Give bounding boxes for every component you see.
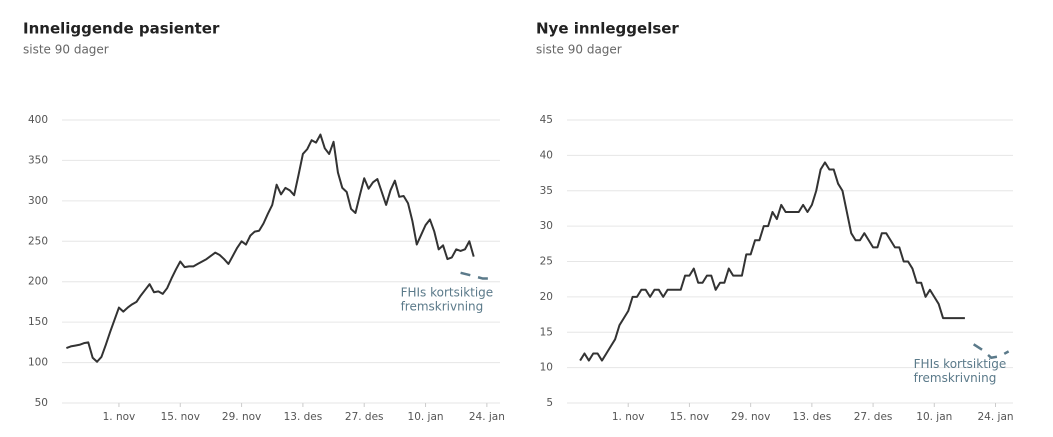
x-tick-label: 24. jan [977,411,1013,423]
data-line [579,161,965,362]
x-tick-label: 29. nov [222,411,261,423]
forecast-line [460,271,492,280]
y-tick-label: 25 [540,256,553,268]
annotation: fremskrivning [401,299,484,313]
y-tick-label: 35 [540,185,553,197]
x-tick-label: 10. jan [916,411,952,423]
annotation: FHIs kortsiktige [914,357,1007,371]
x-tick-label: 1. nov [612,411,645,423]
forecast-line [972,343,1010,359]
y-tick-label: 100 [28,357,48,369]
y-tick-label: 5 [546,397,553,409]
y-tick-label: 30 [540,220,553,232]
y-tick-label: 300 [28,195,48,207]
y-tick-label: 20 [540,291,553,303]
y-tick-label: 250 [28,235,48,247]
chart-title: Nye innleggelser [536,20,679,38]
y-tick-label: 15 [540,326,553,338]
annotation: FHIs kortsiktige [401,285,494,299]
annotation: fremskrivning [914,371,997,385]
x-tick-label: 1. nov [103,411,136,423]
x-tick-label: 24. jan [469,411,505,423]
chart-subtitle: siste 90 dager [23,43,109,57]
x-tick-label: 29. nov [731,411,770,423]
x-tick-label: 13. des [793,411,832,423]
x-tick-label: 27. des [854,411,893,423]
y-tick-label: 350 [28,154,48,166]
y-tick-label: 10 [540,362,553,374]
y-tick-label: 40 [540,149,553,161]
x-tick-label: 15. nov [161,411,200,423]
y-tick-label: 45 [540,114,553,126]
chart-subtitle: siste 90 dager [536,43,622,57]
x-tick-label: 13. des [284,411,323,423]
chart-title: Inneliggende pasienter [23,20,220,38]
y-tick-label: 400 [28,114,48,126]
y-tick-label: 150 [28,316,48,328]
x-tick-label: 15. nov [670,411,709,423]
data-line [66,133,475,363]
x-tick-label: 10. jan [408,411,444,423]
y-tick-label: 200 [28,276,48,288]
y-tick-label: 50 [35,397,48,409]
x-tick-label: 27. des [345,411,384,423]
